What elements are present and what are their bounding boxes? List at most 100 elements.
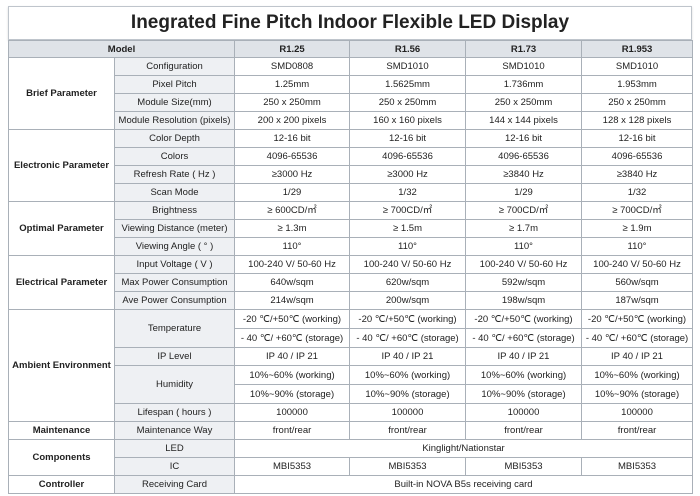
cell: 1/32 bbox=[349, 183, 467, 202]
param-label: Configuration bbox=[113, 57, 236, 76]
table-row: Refresh Rate ( Hz ) ≥3000 Hz ≥3000 Hz ≥3… bbox=[9, 165, 694, 184]
cell-merged: Kinglight/Nationstar bbox=[234, 439, 694, 458]
cell: 250 x 250mm bbox=[465, 93, 583, 112]
cell: 12-16 bit bbox=[234, 129, 351, 148]
table-row: Electrical Parameter Input Voltage ( V )… bbox=[8, 255, 694, 310]
cell: 250 x 250mm bbox=[349, 93, 467, 112]
cell: 144 x 144 pixels bbox=[465, 111, 583, 130]
cell: IP 40 / IP 21 bbox=[234, 347, 351, 366]
cell: IP 40 / IP 21 bbox=[581, 347, 694, 366]
group-optimal: Optimal Parameter bbox=[8, 201, 115, 256]
cell: 1.953mm bbox=[581, 75, 694, 94]
param-label: Viewing Angle ( ° ) bbox=[113, 237, 236, 256]
param-label: Scan Mode bbox=[113, 183, 236, 202]
cell: SMD1010 bbox=[581, 57, 694, 76]
cell: 187w/sqm bbox=[581, 291, 694, 310]
cell: 1.736mm bbox=[465, 75, 583, 94]
cell: 160 x 160 pixels bbox=[349, 111, 467, 130]
cell: 200 x 200 pixels bbox=[234, 111, 351, 130]
cell: 12-16 bit bbox=[349, 129, 467, 148]
table-row: Optimal Parameter Brightness ≥ 600CD/㎡ ≥… bbox=[8, 201, 694, 256]
header-model: Model bbox=[7, 40, 236, 58]
param-label: LED bbox=[113, 439, 236, 458]
cell: front/rear bbox=[581, 421, 694, 440]
table-row: Maintenance Maintenance Way front/rear f… bbox=[8, 421, 694, 440]
cell: 250 x 250mm bbox=[581, 93, 694, 112]
table-row: IC MBI5353 MBI5353 MBI5353 MBI5353 bbox=[9, 457, 694, 476]
cell: ≥3840 Hz bbox=[581, 165, 694, 184]
cell: 10%~60% (working) bbox=[234, 365, 351, 385]
table-row: Components LED Kinglight/Nationstar bbox=[8, 439, 694, 476]
cell: ≥ 1.7m bbox=[465, 219, 583, 238]
cell: 4096-65536 bbox=[349, 147, 467, 166]
param-label: Colors bbox=[113, 147, 236, 166]
cell: - 40 ℃/ +60℃ (storage) bbox=[349, 328, 467, 348]
header-model-3: R1.73 bbox=[465, 40, 583, 58]
param-label: Module Size(mm) bbox=[113, 93, 236, 112]
header-model-1: R1.25 bbox=[234, 40, 351, 58]
header-model-2: R1.56 bbox=[349, 40, 467, 58]
cell: -20 ℃/+50℃ (working) bbox=[581, 309, 694, 329]
cell: ≥ 1.9m bbox=[581, 219, 694, 238]
param-label: Lifespan ( hours ) bbox=[113, 403, 236, 422]
cell: ≥ 700CD/㎡ bbox=[581, 201, 694, 220]
cell: ≥3000 Hz bbox=[234, 165, 351, 184]
cell: 560w/sqm bbox=[581, 273, 694, 292]
cell: ≥3000 Hz bbox=[349, 165, 467, 184]
cell: 10%~60% (working) bbox=[349, 365, 467, 385]
cell: 198w/sqm bbox=[465, 291, 583, 310]
cell: 110° bbox=[349, 237, 467, 256]
table-row: Ambient Environment Temperature -20 ℃/+5… bbox=[8, 309, 694, 422]
table-row: - 40 ℃/ +60℃ (storage) - 40 ℃/ +60℃ (sto… bbox=[9, 328, 694, 348]
cell: 100000 bbox=[234, 403, 351, 422]
cell: 4096-65536 bbox=[465, 147, 583, 166]
cell: 10%~60% (working) bbox=[465, 365, 583, 385]
cell: 10%~90% (storage) bbox=[581, 384, 694, 404]
param-label: Ave Power Consumption bbox=[113, 291, 236, 310]
group-ambient: Ambient Environment bbox=[8, 309, 115, 422]
cell: front/rear bbox=[234, 421, 351, 440]
cell: ≥ 600CD/㎡ bbox=[234, 201, 351, 220]
cell: 100000 bbox=[465, 403, 583, 422]
cell: front/rear bbox=[349, 421, 467, 440]
cell: 100-240 V/ 50-60 Hz bbox=[234, 255, 351, 274]
group-maintenance: Maintenance bbox=[8, 421, 115, 440]
cell: - 40 ℃/ +60℃ (storage) bbox=[581, 328, 694, 348]
param-label: Brightness bbox=[113, 201, 236, 220]
param-label: Viewing Distance (meter) bbox=[113, 219, 236, 238]
cell: SMD1010 bbox=[349, 57, 467, 76]
cell: MBI5353 bbox=[465, 457, 583, 476]
page-title: Inegrated Fine Pitch Indoor Flexible LED… bbox=[8, 6, 692, 40]
cell: 128 x 128 pixels bbox=[581, 111, 694, 130]
table-row: Module Resolution (pixels) 200 x 200 pix… bbox=[9, 111, 694, 130]
cell: 214w/sqm bbox=[234, 291, 351, 310]
cell: 4096-65536 bbox=[234, 147, 351, 166]
cell: - 40 ℃/ +60℃ (storage) bbox=[234, 328, 351, 348]
cell: 1.25mm bbox=[234, 75, 351, 94]
cell: 100-240 V/ 50-60 Hz bbox=[581, 255, 694, 274]
cell: front/rear bbox=[465, 421, 583, 440]
cell: 110° bbox=[465, 237, 583, 256]
cell: MBI5353 bbox=[349, 457, 467, 476]
param-label: Color Depth bbox=[113, 129, 236, 148]
param-label: Refresh Rate ( Hz ) bbox=[113, 165, 236, 184]
cell: 100000 bbox=[349, 403, 467, 422]
cell: 12-16 bit bbox=[465, 129, 583, 148]
cell: IP 40 / IP 21 bbox=[349, 347, 467, 366]
group-electrical: Electrical Parameter bbox=[8, 255, 115, 310]
group-controller: Controller bbox=[8, 475, 115, 494]
param-label: Receiving Card bbox=[113, 475, 236, 494]
cell: ≥3840 Hz bbox=[465, 165, 583, 184]
table-row: Ave Power Consumption 214w/sqm 200w/sqm … bbox=[9, 291, 694, 310]
cell: ≥ 700CD/㎡ bbox=[465, 201, 583, 220]
cell: - 40 ℃/ +60℃ (storage) bbox=[465, 328, 583, 348]
cell: 200w/sqm bbox=[349, 291, 467, 310]
cell: 12-16 bit bbox=[581, 129, 694, 148]
cell: 110° bbox=[581, 237, 694, 256]
param-label: Module Resolution (pixels) bbox=[113, 111, 236, 130]
cell: ≥ 1.5m bbox=[349, 219, 467, 238]
table-row: Brief Parameter Configuration SMD0808 SM… bbox=[8, 57, 694, 130]
param-label: Max Power Consumption bbox=[113, 273, 236, 292]
param-label: Maintenance Way bbox=[113, 421, 236, 440]
